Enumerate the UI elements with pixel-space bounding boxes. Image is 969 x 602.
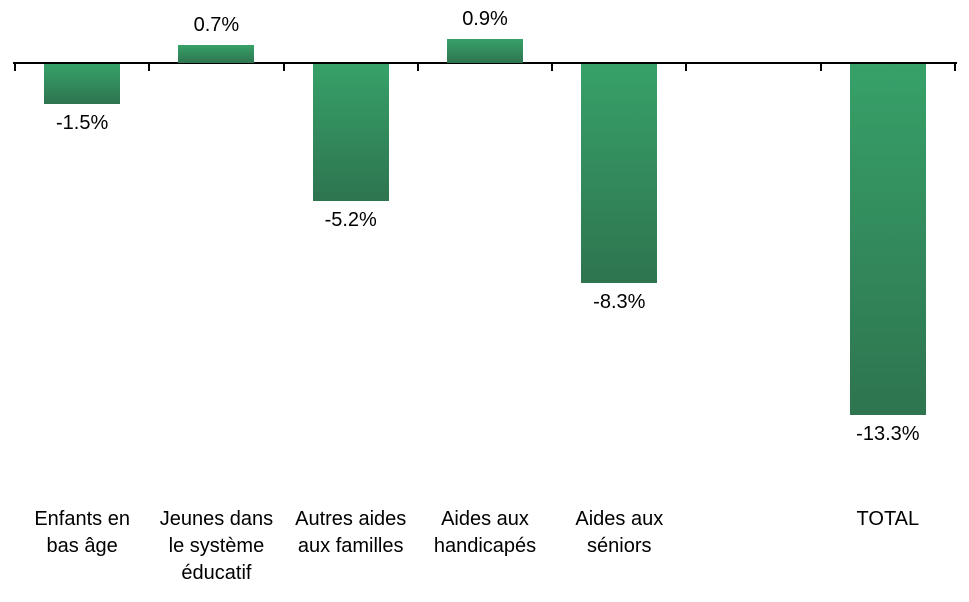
category-label-7: TOTAL <box>856 508 920 530</box>
bar-1 <box>44 64 121 104</box>
x-axis-tick <box>685 63 688 71</box>
category-label-3: Autres aides aux familles <box>295 508 407 557</box>
x-axis-tick <box>14 63 16 71</box>
x-axis-line <box>13 62 957 64</box>
bar-7 <box>849 64 926 416</box>
category-label-1: Enfants en bas âge <box>34 508 130 557</box>
bar-3 <box>312 64 389 202</box>
x-axis-tick <box>416 63 419 71</box>
value-label-2: 0.7% <box>193 13 240 36</box>
value-label-3: -5.2% <box>324 209 377 232</box>
x-axis-tick <box>954 63 956 71</box>
category-label-5: Aides aux séniors <box>575 508 664 557</box>
bar-2 <box>178 44 255 63</box>
category-label-2: Jeunes dans le système éducatif <box>159 508 274 584</box>
category-label-4: Aides aux handicapés <box>433 508 537 557</box>
value-label-1: -1.5% <box>56 111 109 134</box>
x-axis-tick <box>551 63 554 71</box>
value-label-7: -13.3% <box>856 423 920 446</box>
value-label-5: -8.3% <box>593 291 646 314</box>
x-axis-tick <box>148 63 151 71</box>
x-axis-tick <box>819 63 822 71</box>
bar-4 <box>447 39 523 63</box>
value-label-4: 0.9% <box>462 8 508 31</box>
bar-5 <box>581 64 658 284</box>
x-axis-tick <box>282 63 285 71</box>
